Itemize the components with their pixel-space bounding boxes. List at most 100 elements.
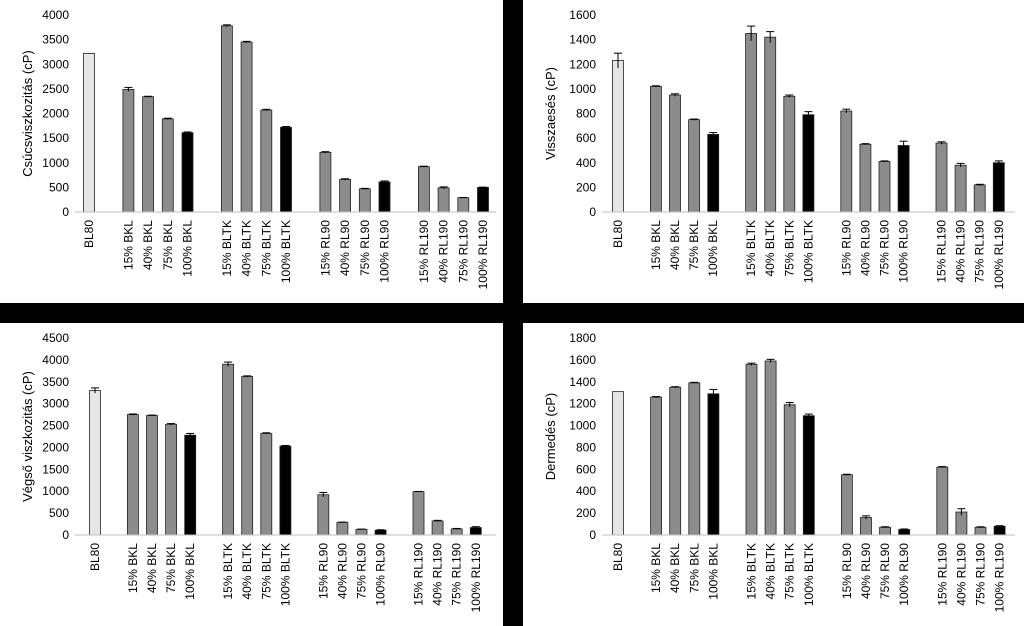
x-tick-label: 100% RL190	[992, 220, 1006, 290]
x-tick-label: 75% RL190	[973, 220, 987, 283]
x-tick-label: 75% BKL	[161, 220, 175, 270]
bar-15pct-rl90	[317, 494, 330, 536]
x-tick-label: 15% RL90	[316, 543, 330, 599]
bar-100pct-rl90	[378, 181, 391, 213]
x-tick-label: BL80	[88, 543, 102, 571]
x-tick-label: 100% BKL	[183, 543, 197, 600]
x-tick-label: 15% BKL	[649, 220, 663, 270]
x-tick-label: 40% BKL	[145, 543, 159, 593]
bar-15pct-bkl	[650, 86, 662, 213]
x-tick-label: 15% RL190	[417, 220, 431, 283]
bar-75pct-rl190	[973, 184, 986, 213]
bar-15pct-bltk	[222, 363, 235, 536]
bar-40pct-bltk	[764, 36, 777, 213]
bar-75pct-bltk	[783, 95, 796, 213]
x-tick-label: 100% BLTK	[802, 543, 816, 606]
bar-40pct-rl190	[954, 164, 967, 213]
bar-100pct-bltk	[802, 114, 815, 213]
bar-15pct-bltk	[745, 33, 758, 213]
x-tick-label: 40% BLTK	[764, 543, 778, 599]
y-tick-label: 1400	[569, 33, 596, 47]
x-tick-label: 15% RL190	[412, 543, 426, 606]
x-tick-label: 40% RL90	[858, 220, 872, 276]
bar-40pct-bkl	[142, 96, 155, 213]
bar-75pct-rl90	[879, 526, 892, 536]
x-tick-label: 40% RL90	[335, 543, 349, 599]
y-axis-label: Dermedés (cP)	[543, 393, 558, 480]
bar-15pct-rl190	[935, 142, 948, 213]
y-tick-label: 1200	[569, 397, 596, 411]
x-tick-label: 75% RL90	[358, 220, 372, 276]
x-tick-label: 75% RL90	[878, 543, 892, 599]
bar-100pct-bltk	[802, 415, 815, 536]
bar-bl80	[612, 60, 624, 213]
x-tick-label: 75% RL90	[355, 543, 369, 599]
bar-15pct-rl90	[840, 110, 853, 213]
y-tick-label: 2000	[42, 440, 69, 454]
y-tick-label: 2000	[42, 107, 69, 121]
x-tick-label: 100% RL90	[378, 220, 392, 283]
y-tick-label: 1200	[569, 57, 596, 71]
chart-panel-peak-viscosity: 0 500 1000 1500 2000 2500 3000 3500 4000 Csúcsvis…	[0, 0, 503, 303]
x-tick-label: 100% RL190	[469, 543, 483, 613]
x-tick-label: 40% BLTK	[240, 543, 254, 599]
bar-40pct-rl190	[955, 511, 968, 536]
y-tick-label: 400	[576, 156, 596, 170]
x-tick-label: 100% BLTK	[801, 220, 815, 283]
y-tick-label: 1000	[569, 419, 596, 433]
x-tick-label: 75% BLTK	[782, 220, 796, 276]
bar-100pct-bkl	[181, 132, 194, 213]
x-tick-label: 15% RL90	[840, 543, 854, 599]
bar-15pct-bkl	[127, 414, 139, 536]
x-tick-label: 40% RL190	[954, 220, 968, 283]
y-tick-label: 2500	[42, 82, 69, 96]
x-tick-label: 75% RL190	[974, 543, 988, 606]
x-tick-label: 15% BLTK	[220, 220, 234, 276]
x-tick-label: 75% RL190	[450, 543, 464, 606]
chart-panel-breakdown: 0 200 400 600 800 1000 1200 1400 1600 Visszaesés …	[523, 0, 1024, 303]
bar-100pct-rl90	[897, 145, 910, 213]
x-tick-label: 75% BKL	[164, 543, 178, 593]
x-tick-label: 15% BLTK	[221, 543, 235, 599]
x-tick-label: 75% BLTK	[259, 220, 273, 276]
x-tick-label: 40% RL190	[437, 220, 451, 283]
y-tick-label: 4000	[42, 8, 69, 22]
x-tick-label: 40% RL90	[338, 220, 352, 276]
y-tick-label: 1400	[569, 375, 596, 389]
y-tick-label: 1500	[42, 462, 69, 476]
y-tick-label: 2500	[42, 419, 69, 433]
x-tick-label: 15% BLTK	[744, 220, 758, 276]
x-tick-label: 40% BKL	[141, 220, 155, 270]
x-tick-label: 100% RL90	[374, 543, 388, 606]
bar-100pct-rl190	[992, 162, 1005, 213]
x-tick-label: 40% RL90	[859, 543, 873, 599]
x-tick-label: 75% BLTK	[783, 543, 797, 599]
x-tick-label: 75% BKL	[687, 543, 701, 593]
bar-100pct-bkl	[184, 434, 197, 536]
x-tick-label: 100% BLTK	[279, 220, 293, 283]
x-tick-label: BL80	[611, 220, 625, 248]
y-tick-label: 1600	[569, 353, 596, 367]
x-tick-label: BL80	[611, 543, 625, 571]
y-tick-label: 3500	[42, 375, 69, 389]
bar-100pct-rl190	[469, 527, 482, 536]
chart-svg: 0 500 1000 1500 2000 2500 3000 3500 4000 4500 Végs…	[20, 331, 496, 613]
chart-panel-final-viscosity: 0 500 1000 1500 2000 2500 3000 3500 4000 4500 Végs…	[0, 323, 503, 626]
x-tick-label: 75% RL90	[878, 220, 892, 276]
bar-75pct-bltk	[260, 109, 273, 213]
y-tick-label: 500	[49, 506, 69, 520]
y-tick-label: 1600	[569, 8, 596, 22]
x-tick-label: 15% BKL	[121, 220, 135, 270]
chart-svg: 0 200 400 600 800 1000 1200 1400 1600 1800 Dermedé…	[543, 331, 1015, 612]
bar-bl80	[83, 53, 95, 213]
bar-40pct-bltk	[764, 360, 777, 536]
y-tick-label: 600	[576, 462, 596, 476]
bar-bl80	[89, 390, 101, 536]
bar-40pct-rl190	[431, 520, 444, 536]
y-tick-label: 0	[62, 528, 69, 542]
y-tick-label: 1000	[569, 82, 596, 96]
y-tick-label: 200	[576, 506, 596, 520]
x-tick-label: 15% BKL	[649, 543, 663, 593]
bar-40pct-bltk	[241, 376, 254, 536]
chart-svg: 0 500 1000 1500 2000 2500 3000 3500 4000 Csúcsvis…	[20, 8, 496, 289]
